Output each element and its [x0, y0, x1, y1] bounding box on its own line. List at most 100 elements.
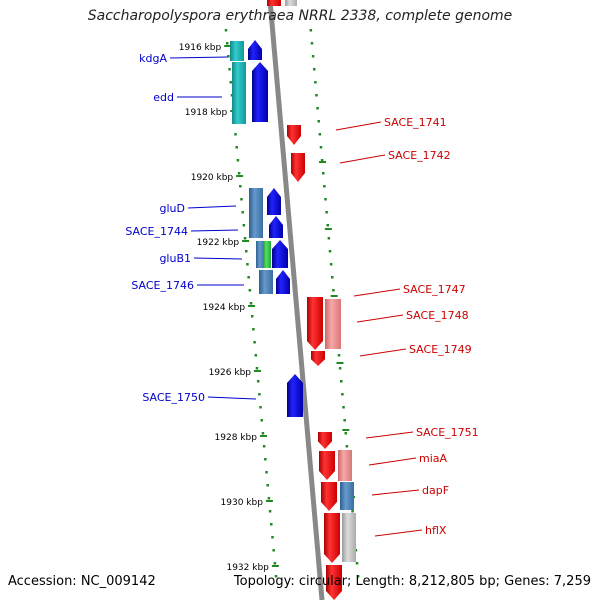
ruler-dot: [250, 315, 254, 318]
ruler-dot: [344, 432, 348, 435]
leader-line: [339, 154, 386, 164]
ruler-dot: [327, 237, 331, 240]
kbp-tick-label: 1924 kbp: [203, 303, 246, 313]
gene-label-SACE_1744: SACE_1744: [125, 225, 188, 238]
leader-line: [359, 348, 407, 357]
ruler-dot: [266, 484, 269, 487]
gene-label-SACE_1746: SACE_1746: [131, 279, 194, 292]
cog-SACE_1746: [259, 270, 273, 294]
ruler-dot: [229, 81, 233, 84]
gene-miaA-arrow: [319, 451, 335, 480]
gene-label-SACE_1748: SACE_1748: [406, 309, 469, 322]
ruler-dot: [310, 42, 314, 45]
ruler-dot: [321, 172, 325, 175]
leader-line: [187, 205, 237, 209]
gene-label-SACE_1747: SACE_1747: [403, 283, 466, 296]
gene-top-red: [267, 0, 281, 6]
ruler-dot: [261, 432, 265, 435]
ruler-dot: [230, 94, 234, 97]
ruler-dot: [324, 198, 327, 201]
leader-line: [374, 529, 423, 537]
ruler-dot: [239, 185, 242, 188]
ruler-dot: [252, 328, 255, 331]
ruler-dot: [271, 536, 274, 539]
cog-kdgA: [230, 41, 244, 61]
ruler-dot: [312, 68, 316, 71]
ruler-dot: [255, 367, 259, 370]
ruler-dot: [264, 458, 267, 461]
ruler-dot: [314, 81, 317, 84]
ruler-dot: [254, 354, 258, 357]
gene-SACE_1744-arrow: [269, 216, 283, 238]
ruler-dot: [311, 55, 315, 58]
leader-line: [335, 121, 382, 131]
gene-label-SACE_1750: SACE_1750: [142, 391, 205, 404]
gene-label-dapF: dapF: [422, 484, 449, 497]
leader-line: [356, 314, 404, 323]
cog-gluD: [249, 188, 263, 238]
ruler-dot: [332, 289, 335, 292]
ruler-dot: [309, 29, 313, 32]
gene-label-edd: edd: [153, 91, 174, 104]
ruler-dot: [253, 341, 256, 344]
genome-title: Saccharopolyspora erythraea NRRL 2338, c…: [87, 8, 513, 24]
gene-SACE_1741-arrow: [287, 125, 301, 145]
ruler-dot: [243, 237, 247, 240]
gene-SACE_1750-arrow: [287, 374, 303, 417]
ruler-dot: [247, 276, 250, 279]
ruler-dot: [316, 107, 319, 110]
accession-text: Accession: NC_009142: [8, 574, 156, 589]
cog-hflX: [342, 513, 356, 562]
genome-backbone: [267, 0, 325, 600]
ruler-dot: [323, 185, 326, 188]
kbp-tick-label: 1916 kbp: [179, 43, 222, 53]
topology-summary: Topology: circular; Length: 8,212,805 bp…: [233, 574, 591, 589]
ruler-dot: [240, 198, 243, 201]
ruler-dot: [228, 68, 231, 71]
kbp-tick-label: 1920 kbp: [191, 173, 234, 183]
leader-line: [193, 257, 243, 260]
gene-gluD-arrow: [267, 188, 281, 215]
ruler-dot: [318, 133, 322, 136]
ruler-dot: [234, 133, 237, 136]
gene-hflX-arrow: [324, 513, 340, 563]
ruler-dot: [225, 42, 229, 45]
ruler-dot: [355, 562, 359, 565]
ruler-dot: [246, 263, 249, 266]
ruler-dot: [345, 445, 349, 448]
leader-line: [371, 489, 420, 496]
kbp-ticks: 1916 kbp 1918 kbp 1920 kbp 1922 kbp 1924 kbp…: [179, 43, 356, 573]
ruler-dot: [329, 263, 333, 266]
gene-SACE_1742-arrow: [291, 153, 305, 182]
gene-dapF-arrow: [321, 482, 337, 511]
ruler-dot: [337, 354, 341, 357]
kbp-tick-label: 1926 kbp: [209, 368, 252, 378]
ruler-dot: [326, 224, 329, 227]
cog-edd: [232, 62, 246, 124]
ruler-dot: [248, 289, 252, 292]
kbp-tick-label: 1922 kbp: [197, 238, 240, 248]
ruler-dot: [267, 497, 271, 500]
ruler-dot: [320, 159, 324, 162]
gene-top-gray: [285, 0, 297, 6]
ruler-dot: [265, 471, 268, 474]
gene-label-gluB1: gluB1: [159, 252, 191, 265]
gene-bottom-red: [326, 565, 342, 600]
ruler-dot: [342, 406, 345, 409]
ruler-dot: [260, 419, 263, 422]
leader-line: [207, 396, 257, 400]
gene-features: [230, 0, 356, 600]
ruler-dot: [245, 250, 248, 253]
ruler-dot: [237, 172, 241, 175]
gene-label-miaA: miaA: [419, 452, 448, 465]
ruler-dot: [317, 120, 320, 123]
gene-label-gluD: gluD: [160, 202, 185, 215]
ruler-dot: [235, 146, 238, 149]
gene-label-SACE_1749: SACE_1749: [409, 343, 472, 356]
gene-kdgA-arrow: [248, 40, 262, 60]
ruler-dot: [227, 55, 230, 58]
ruler-dot: [272, 549, 275, 552]
ruler-dot: [256, 380, 260, 383]
